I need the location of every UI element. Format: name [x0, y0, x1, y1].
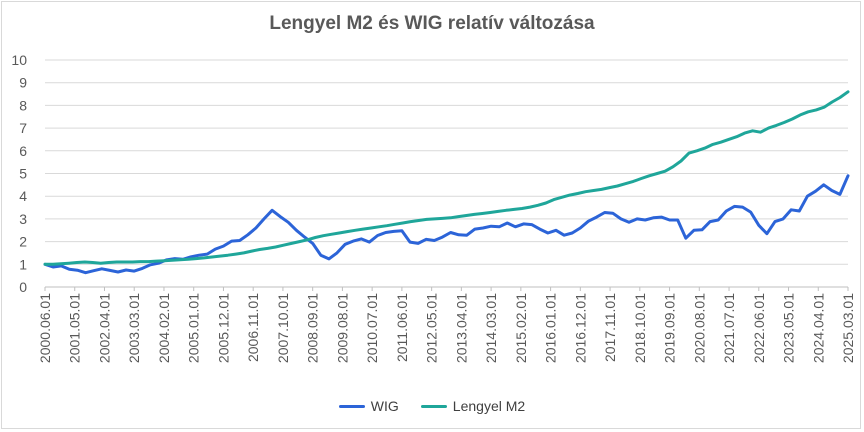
- y-tick-label: 0: [19, 279, 27, 295]
- x-tick-label: 2018.10.01: [632, 293, 648, 363]
- x-tick-label: 2006.11.01: [245, 293, 261, 362]
- y-tick-label: 3: [19, 211, 27, 227]
- x-tick-label: 2007.10.01: [275, 293, 291, 363]
- x-tick-label: 2011.06.01: [394, 293, 410, 362]
- y-tick-label: 6: [19, 143, 27, 159]
- legend-item-wig: WIG: [338, 398, 399, 414]
- x-tick-label: 2014.03.01: [483, 293, 499, 363]
- x-tick-label: 2012.05.01: [424, 293, 440, 363]
- x-tick-label: 2022.06.01: [751, 293, 767, 363]
- y-tick-label: 10: [11, 52, 27, 68]
- x-tick-label: 2017.11.01: [602, 293, 618, 362]
- x-tick-label: 2005.01.01: [186, 293, 202, 363]
- legend-label-wig: WIG: [370, 398, 399, 414]
- x-tick-label: 2019.09.01: [662, 293, 678, 363]
- legend-swatch-m2: [420, 404, 447, 408]
- y-tick-label: 4: [19, 188, 27, 204]
- x-tick-label: 2013.04.01: [453, 293, 469, 363]
- series-line-m2: [43, 90, 850, 266]
- y-tick-label: 8: [19, 97, 27, 113]
- x-tick-label: 2000.06.01: [37, 293, 53, 363]
- y-tick-label: 1: [19, 256, 27, 272]
- x-tick-label: 2001.05.01: [67, 293, 83, 363]
- x-tick-label: 2021.07.01: [721, 293, 737, 363]
- x-tick-label: 2003.03.01: [126, 293, 142, 363]
- x-tick-label: 2016.12.01: [572, 293, 588, 363]
- x-tick-label: 2004.02.01: [156, 293, 172, 363]
- x-tick-label: 2005.12.01: [215, 293, 231, 363]
- x-tick-label: 2023.05.01: [781, 293, 797, 363]
- series-line-wig: [43, 174, 850, 275]
- x-tick-label: 2010.07.01: [364, 293, 380, 363]
- x-tick-label: 2008.09.01: [305, 293, 321, 363]
- legend-item-m2: Lengyel M2: [420, 398, 526, 414]
- x-tick-label: 2002.04.01: [96, 293, 112, 363]
- x-tick-label: 2016.01.01: [543, 293, 559, 363]
- chart-legend: WIG Lengyel M2: [0, 398, 864, 414]
- x-tick-label: 2020.08.01: [691, 293, 707, 363]
- x-tick-label: 2009.08.01: [334, 293, 350, 363]
- x-tick-label: 2024.04.01: [810, 293, 826, 363]
- legend-swatch-wig: [338, 404, 365, 408]
- y-tick-label: 7: [19, 120, 27, 136]
- x-tick-label: 2025.03.01: [840, 293, 856, 363]
- y-tick-label: 5: [19, 166, 27, 182]
- legend-label-m2: Lengyel M2: [452, 398, 526, 414]
- x-tick-label: 2015.02.01: [513, 293, 529, 363]
- y-tick-label: 2: [19, 234, 27, 250]
- y-tick-label: 9: [19, 75, 27, 91]
- chart-title: Lengyel M2 és WIG relatív változása: [269, 13, 595, 34]
